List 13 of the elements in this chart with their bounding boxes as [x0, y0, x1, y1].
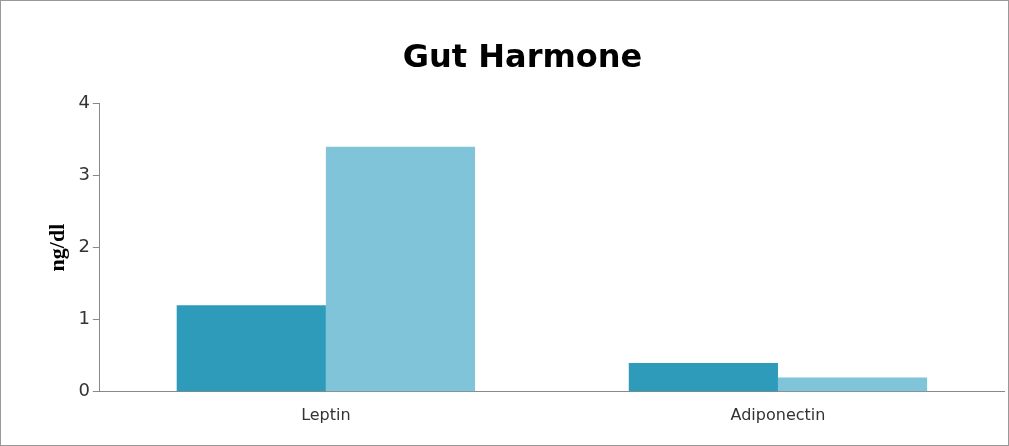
- bar: [176, 305, 326, 392]
- y-axis-title: ng/dl: [43, 223, 69, 272]
- y-tick-label: 0: [78, 379, 90, 401]
- y-tick-label: 1: [78, 307, 90, 329]
- x-tick-label: Leptin: [301, 404, 351, 424]
- chart-title: Gut Harmone: [402, 36, 643, 75]
- y-tick-label: 3: [78, 163, 90, 185]
- y-tick-label: 2: [78, 235, 90, 257]
- bar: [325, 146, 476, 392]
- bar: [777, 377, 928, 392]
- y-tick-label: 4: [78, 91, 90, 113]
- x-tick-label: Adiponectin: [730, 404, 826, 424]
- bar: [628, 362, 778, 392]
